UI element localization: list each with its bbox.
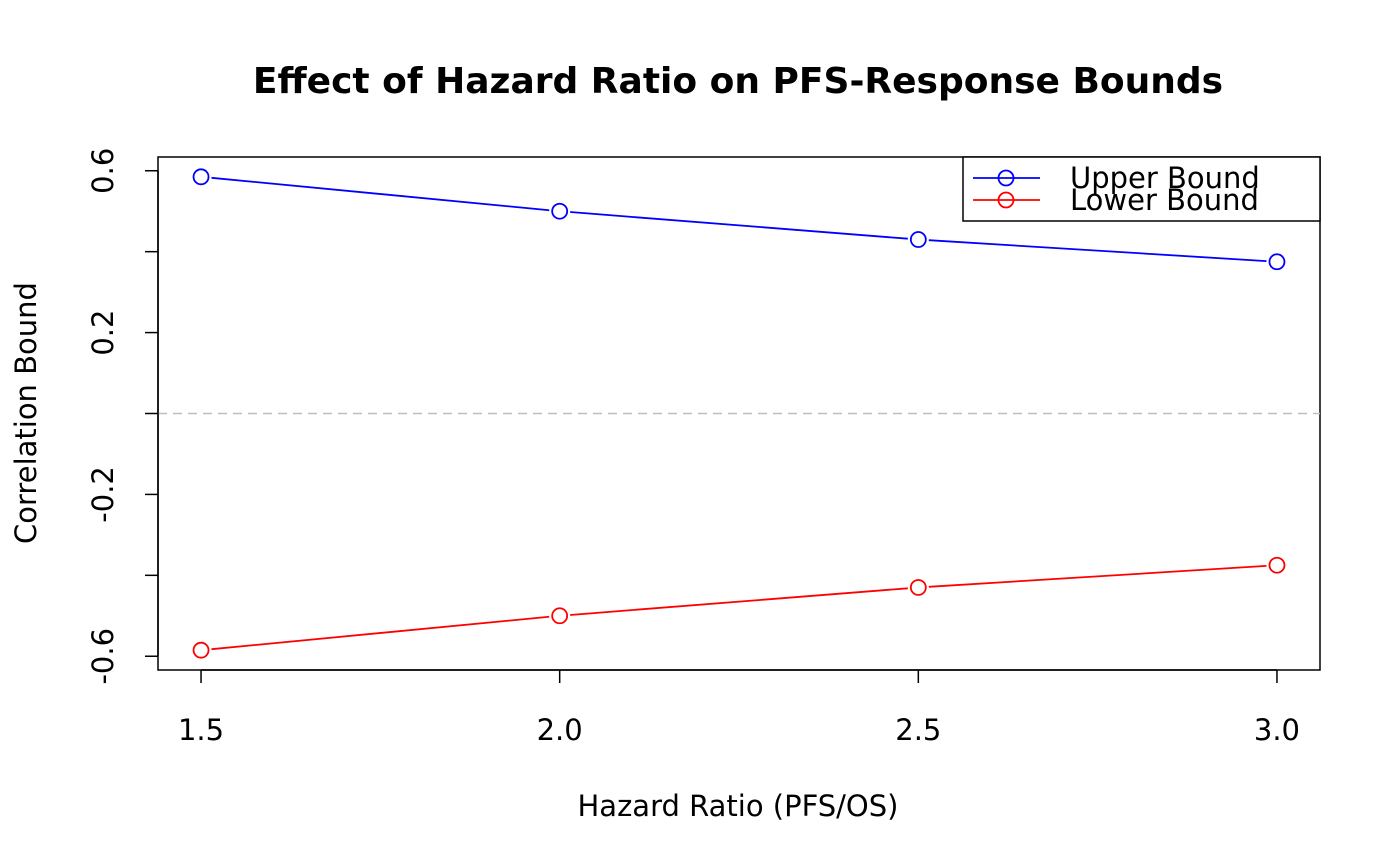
plot-area: 1.5 2.0 2.5 3.0 -0.6 -0.2 0.2 0.6 Upper BoundLow… bbox=[86, 148, 1321, 747]
data-point-upper bbox=[551, 202, 569, 220]
data-point-lower bbox=[192, 641, 210, 659]
series-line-lower bbox=[928, 564, 1267, 588]
data-point-upper bbox=[1268, 253, 1286, 271]
x-tick-label: 1.5 bbox=[178, 713, 224, 747]
legend-label: Upper Bound bbox=[1070, 161, 1260, 195]
series-line-upper bbox=[928, 239, 1267, 263]
data-point-upper bbox=[192, 168, 210, 186]
y-tick-label: -0.6 bbox=[86, 628, 120, 685]
plot-frame bbox=[157, 156, 1321, 671]
data-point-lower bbox=[909, 579, 927, 596]
series-line-lower bbox=[570, 587, 908, 616]
legend-label: Lower Bound bbox=[1070, 183, 1259, 217]
x-tick-label: 2.0 bbox=[537, 713, 583, 747]
y-axis-title: Correlation Bound bbox=[9, 282, 43, 544]
series-line-upper bbox=[570, 211, 908, 240]
x-axis-title: Hazard Ratio (PFS/OS) bbox=[578, 789, 899, 823]
y-tick-label: 0.6 bbox=[86, 148, 120, 194]
series-line-lower bbox=[211, 615, 550, 651]
chart-title: Effect of Hazard Ratio on PFS-Response B… bbox=[253, 61, 1223, 102]
data-point-lower bbox=[551, 607, 569, 625]
y-tick-label: 0.2 bbox=[86, 310, 120, 356]
y-tick-label: -0.2 bbox=[86, 466, 120, 523]
legend-box bbox=[962, 156, 1321, 222]
x-tick-label: 2.5 bbox=[895, 713, 941, 747]
data-point-lower bbox=[1268, 556, 1286, 574]
data-point-upper bbox=[909, 231, 927, 248]
series-line-upper bbox=[211, 176, 550, 212]
legend-marker bbox=[997, 169, 1015, 187]
x-tick-label: 3.0 bbox=[1254, 713, 1300, 747]
legend-marker bbox=[997, 191, 1015, 209]
